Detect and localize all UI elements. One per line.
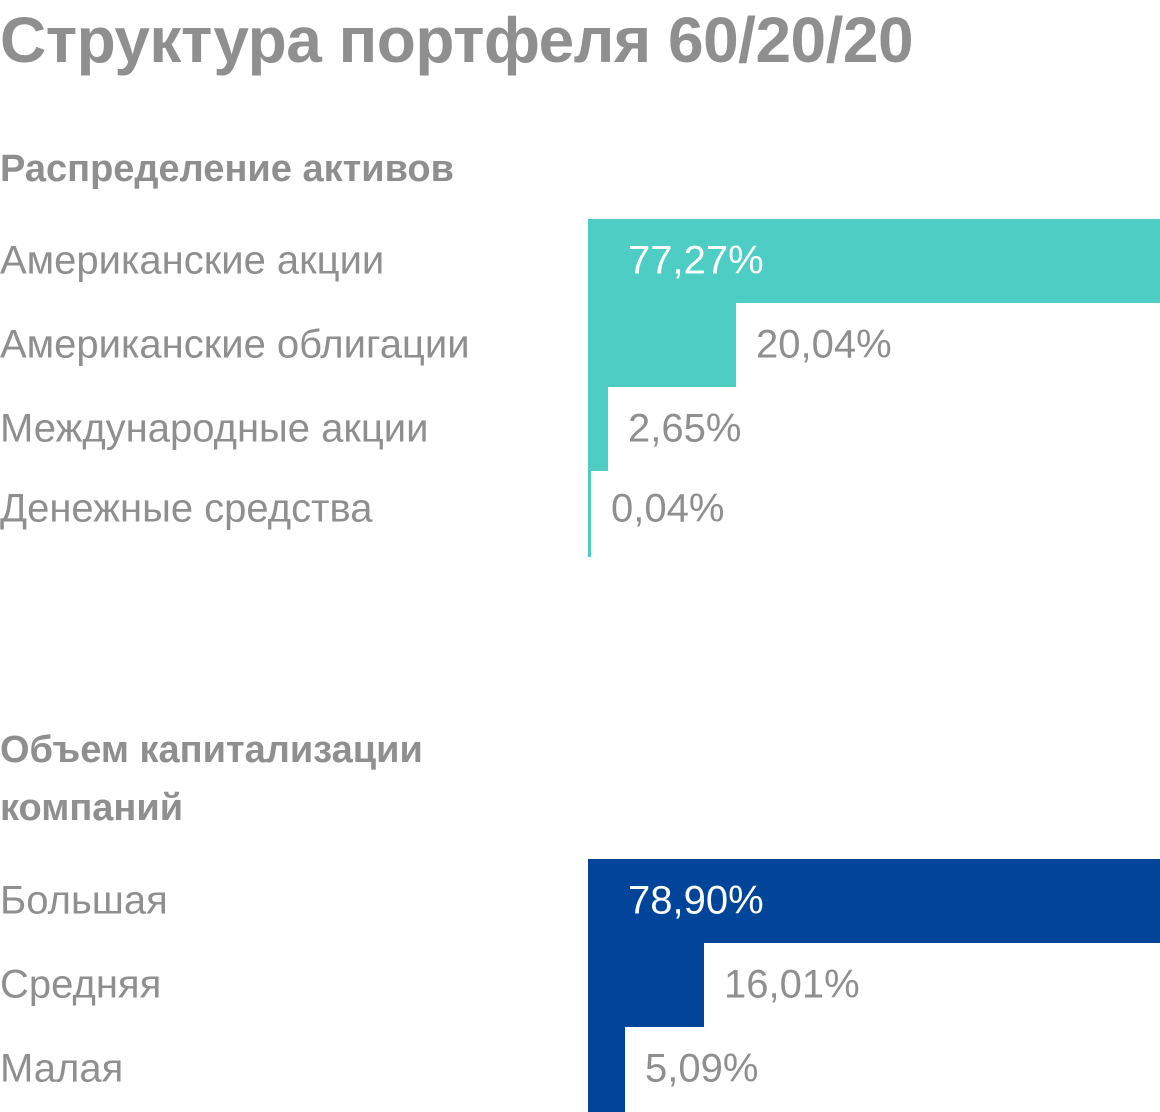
page-title: Структура портфеля 60/20/20: [0, 4, 914, 76]
category-label: Средняя: [0, 962, 162, 1007]
bar-2: [588, 303, 736, 387]
value-label: 77,27%: [628, 238, 764, 283]
bar-1: [588, 219, 1160, 303]
value-label: 2,65%: [628, 406, 742, 451]
market-cap-chart: Большая 78,90% Средняя 16,01% Малая 5,09%: [0, 859, 1160, 1112]
value-label: 20,04%: [756, 322, 892, 367]
category-label: Американские облигации: [0, 322, 470, 367]
category-label: Международные акции: [0, 406, 429, 451]
bar-3: [588, 1027, 625, 1112]
asset-allocation-chart: Американские акции 77,27% Американские обл…: [0, 219, 1160, 557]
category-label: Малая: [0, 1046, 124, 1091]
category-label: Большая: [0, 878, 168, 923]
bar-3: [588, 387, 608, 471]
bar-4: [588, 471, 591, 557]
category-label: Денежные средства: [0, 486, 373, 531]
value-label: 5,09%: [645, 1046, 759, 1091]
bar-2: [588, 943, 704, 1027]
category-label: Американские акции: [0, 238, 385, 283]
bar-1: [588, 859, 1160, 943]
value-label: 16,01%: [724, 962, 860, 1007]
value-label: 0,04%: [611, 486, 725, 531]
value-label: 78,90%: [628, 878, 764, 923]
asset-allocation-heading: Распределение активов: [0, 148, 454, 190]
market-cap-heading: Объем капитализации компаний: [0, 729, 423, 829]
